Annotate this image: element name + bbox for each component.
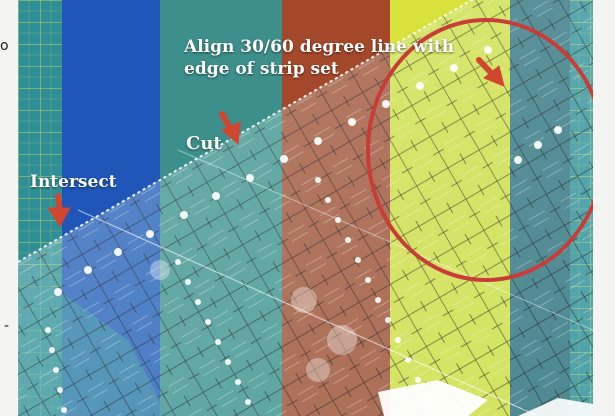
caption-align: Align 30/60 degree line with edge of str… <box>184 37 455 79</box>
ruler-edge <box>18 0 474 263</box>
caption-cut: Cut <box>186 133 222 154</box>
photo-illustration <box>18 0 593 416</box>
margin-mark-bottom: - <box>4 318 10 334</box>
cut-arrow <box>219 111 241 146</box>
arrows <box>47 57 505 227</box>
margin-mark-top: o <box>0 38 9 54</box>
ruler <box>18 0 593 416</box>
caption-intersect: Intersect <box>30 172 117 192</box>
intersect-arrow <box>47 193 71 227</box>
quilting-photo: Align 30/60 degree line with edge of str… <box>18 0 593 416</box>
align-arrow <box>476 57 505 87</box>
highlight-circle <box>366 18 593 282</box>
